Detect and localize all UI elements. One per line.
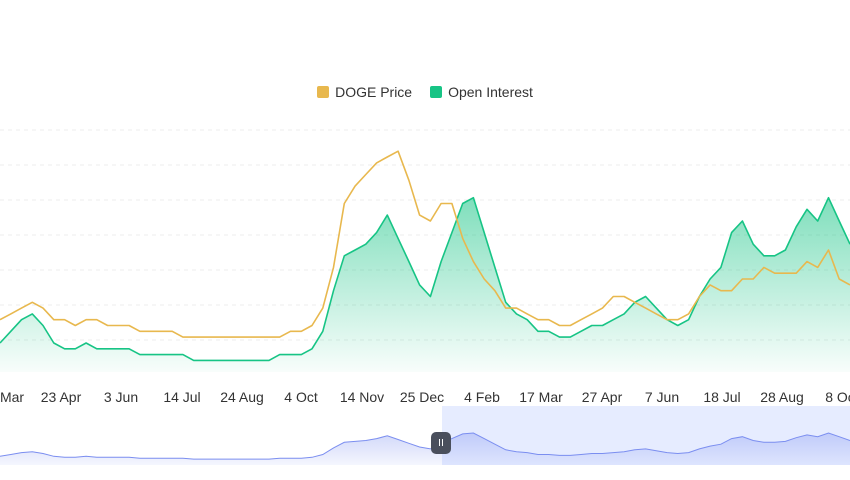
x-tick-label: 3 Jun — [104, 389, 138, 405]
navigator-line — [0, 432, 850, 460]
x-tick-label: 24 Aug — [220, 389, 264, 405]
x-tick-label: 7 Jun — [645, 389, 679, 405]
x-tick-label: 25 Dec — [400, 389, 444, 405]
x-tick-label: 4 Oct — [284, 389, 318, 405]
legend-swatch-open-interest — [430, 86, 443, 98]
legend-label-doge-price: DOGE Price — [335, 84, 413, 100]
legend-label-open-interest: Open Interest — [448, 84, 533, 100]
navigator-handle-grip: II — [438, 437, 444, 449]
open-interest-area — [0, 197, 850, 372]
legend-item-doge-price[interactable]: DOGE Price — [317, 84, 412, 100]
x-tick-label: 8 Oc — [825, 389, 850, 405]
x-tick-label: Mar — [0, 389, 24, 405]
legend-swatch-doge-price — [317, 86, 330, 98]
x-tick-label: 28 Aug — [760, 389, 804, 405]
doge-price-line — [0, 150, 850, 338]
x-tick-label: 17 Mar — [519, 389, 563, 405]
x-tick-label: 27 Apr — [582, 389, 623, 405]
series-layer — [0, 150, 850, 372]
x-tick-label: 14 Jul — [163, 389, 200, 405]
range-navigator[interactable] — [0, 406, 850, 465]
x-axis-ticks: Mar 23 Apr 3 Jun 14 Jul 24 Aug 4 Oct 14 Nov 25 … — [0, 389, 850, 405]
navigator-area — [0, 433, 850, 465]
x-tick-label: 14 Nov — [340, 389, 384, 405]
x-tick-label: 18 Jul — [703, 389, 740, 405]
legend-item-open-interest[interactable]: Open Interest — [430, 84, 533, 100]
chart-legend: DOGE Price Open Interest — [0, 84, 850, 100]
x-tick-label: 4 Feb — [464, 389, 500, 405]
navigator-handle[interactable]: II — [431, 432, 451, 454]
x-tick-label: 23 Apr — [41, 389, 82, 405]
open-interest-line — [0, 196, 850, 362]
